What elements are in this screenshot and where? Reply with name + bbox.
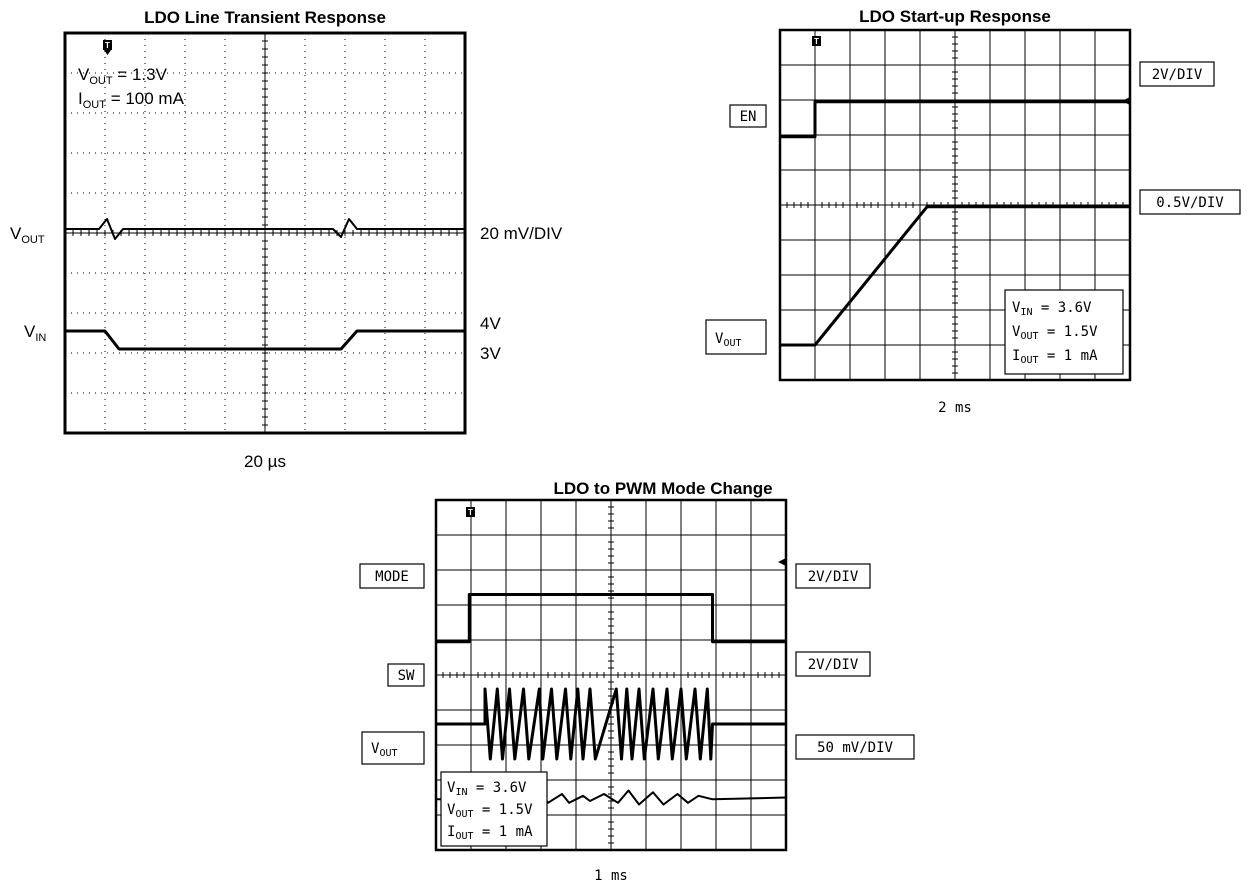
- time-scale: 2 ms: [938, 400, 972, 416]
- trigger-marker: T: [466, 507, 475, 517]
- line-transient-title: LDO Line Transient Response: [144, 8, 386, 27]
- channel-label-en: EN: [740, 109, 757, 125]
- legend-vout: VOUT = 1.5V: [447, 802, 533, 820]
- time-scale: 20 µs: [244, 452, 286, 471]
- svg-text:T: T: [105, 41, 110, 50]
- channel-box-en: [729, 104, 767, 128]
- channel-label-vout: VOUT: [371, 741, 398, 759]
- mode-change-title: LDO to PWM Mode Change: [553, 479, 772, 498]
- trace-sw: [436, 687, 786, 761]
- scale-box-en: [1139, 61, 1215, 87]
- channel-label-vout: VOUT: [10, 224, 45, 246]
- line-transient-grid: [65, 33, 465, 433]
- mode-change-chart: LDO to PWM Mode Change T MODE SW VOUT 2V…: [359, 479, 915, 884]
- scale-sw: 2V/DIV: [808, 657, 859, 673]
- mode-change-frame: [434, 498, 788, 852]
- scale-vin-low: 3V: [480, 344, 501, 363]
- legend-box: [1004, 289, 1124, 375]
- legend-vin: VIN = 3.6V: [1012, 300, 1092, 318]
- trace-vout: [780, 205, 1130, 347]
- channel-label-vin: VIN: [24, 322, 46, 344]
- annotation-iout: IOUT = 100 mA: [78, 89, 185, 111]
- legend-vin: VIN = 3.6V: [447, 780, 527, 798]
- scale-box-vout: [795, 734, 915, 760]
- trace-vout: [65, 218, 465, 240]
- trigger-marker: T: [103, 40, 112, 55]
- legend-vout: VOUT = 1.5V: [1012, 324, 1098, 342]
- trace-en: [780, 100, 1130, 139]
- startup-grid: [780, 30, 1130, 380]
- scale-box-sw: [795, 651, 871, 677]
- channel-box-sw: [387, 663, 425, 687]
- scale-vout: 20 mV/DIV: [480, 224, 563, 243]
- scale-box-mode: [795, 563, 871, 589]
- channel-box-vout: [361, 731, 425, 765]
- trace-mode: [436, 593, 786, 644]
- scale-en: 2V/DIV: [1152, 67, 1203, 83]
- legend-iout: IOUT = 1 mA: [1012, 348, 1098, 366]
- channel-label-sw: SW: [398, 668, 415, 684]
- channel-label-mode: MODE: [375, 569, 409, 585]
- line-transient-chart: LDO Line Transient Response T VOUT = 1.3…: [10, 8, 563, 471]
- scale-vout: 0.5V/DIV: [1156, 195, 1224, 211]
- channel-box-vout: [705, 319, 767, 355]
- channel-label-vout: VOUT: [715, 331, 742, 349]
- startup-title: LDO Start-up Response: [859, 7, 1051, 26]
- startup-chart: LDO Start-up Response T EN VOUT 2V/DIV 0…: [705, 7, 1241, 416]
- legend-iout: IOUT = 1 mA: [447, 824, 533, 842]
- scale-box-vout: [1139, 189, 1241, 215]
- legend-box: [440, 771, 548, 847]
- svg-text:T: T: [814, 37, 819, 46]
- svg-text:T: T: [468, 508, 473, 517]
- time-scale: 1 ms: [594, 868, 628, 884]
- annotation-vout: VOUT = 1.3V: [78, 65, 168, 87]
- trace-vin: [65, 329, 465, 351]
- scale-vin-high: 4V: [480, 314, 501, 333]
- startup-frame: [778, 28, 1132, 382]
- line-transient-frame: [63, 31, 467, 435]
- channel-box-mode: [359, 563, 425, 589]
- scale-mode: 2V/DIV: [808, 569, 859, 585]
- trigger-marker: T: [812, 36, 821, 46]
- ground-marker: [778, 558, 786, 566]
- scale-vout: 50 mV/DIV: [817, 740, 893, 756]
